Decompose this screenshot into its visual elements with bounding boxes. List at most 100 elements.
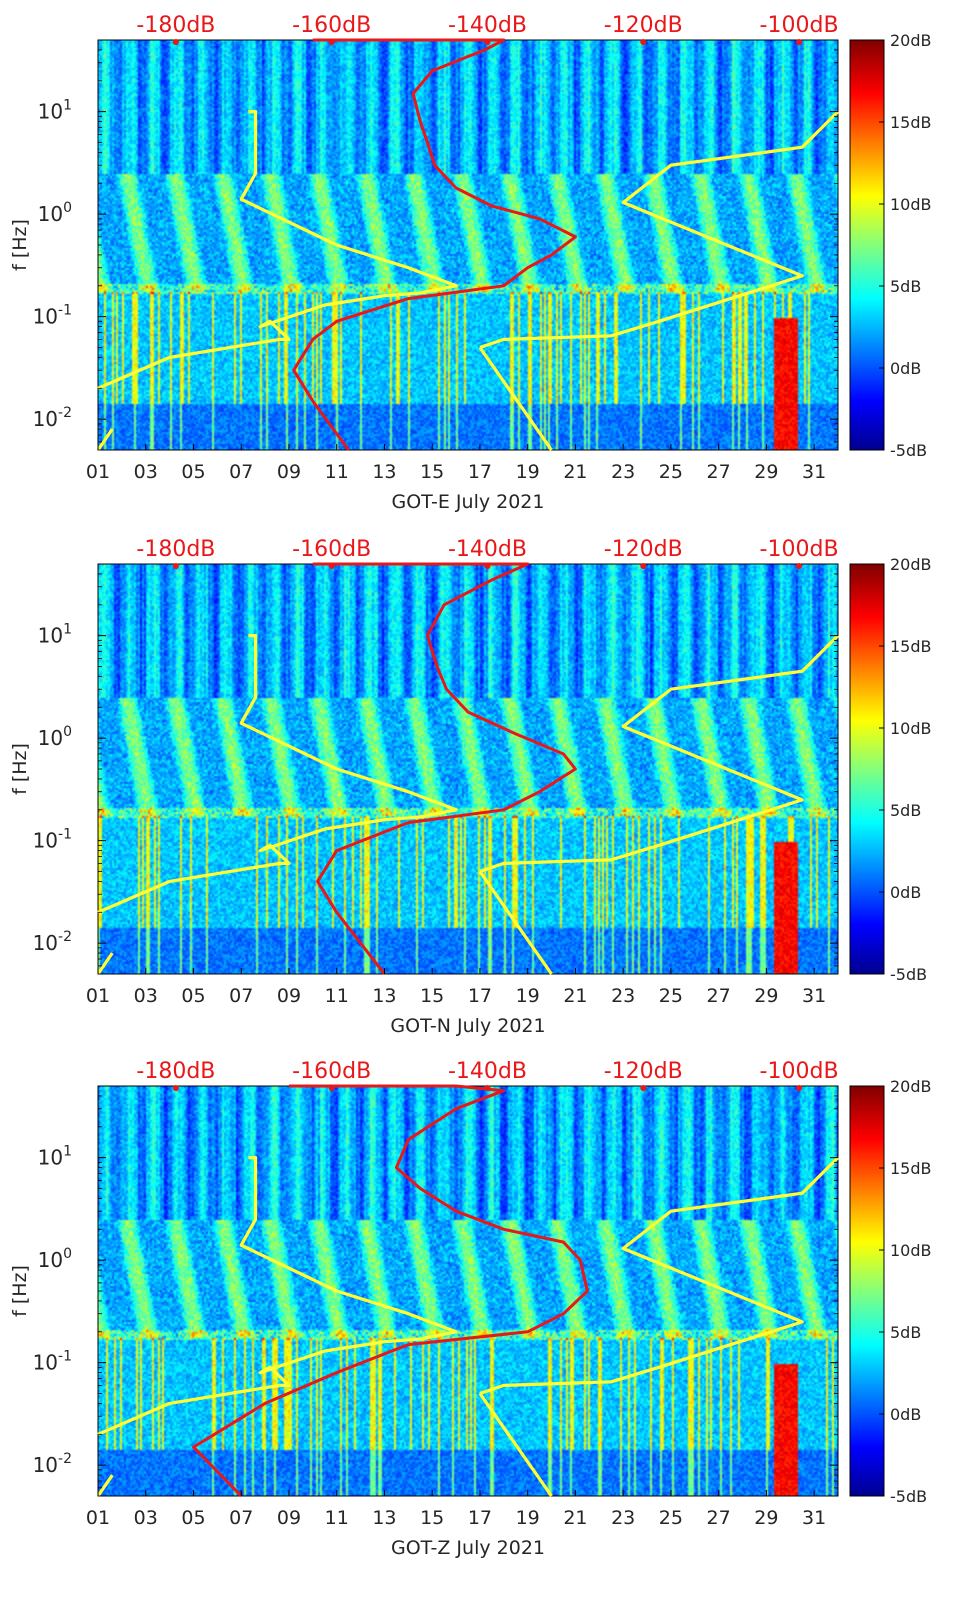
noise-model-curve-1 bbox=[96, 952, 114, 975]
x-tick-label: 29 bbox=[754, 1507, 778, 1529]
colorbar-tick-label: 15dB bbox=[890, 1159, 932, 1178]
noise-model-curve-1 bbox=[96, 1474, 114, 1497]
y-tick-label: 101 bbox=[38, 1144, 72, 1170]
colorbar-tick-label: 0dB bbox=[890, 1405, 921, 1424]
x-tick-label: 11 bbox=[325, 461, 349, 483]
x-tick-label: 19 bbox=[516, 461, 540, 483]
colorbar-tick-label: -5dB bbox=[890, 965, 927, 984]
x-tick-label: 21 bbox=[563, 1507, 587, 1529]
colorbar-tick-label: 5dB bbox=[890, 277, 921, 296]
colorbar-tick-label: 20dB bbox=[890, 555, 932, 574]
y-tick-label: 101 bbox=[38, 622, 72, 648]
top-db-label: -160dB bbox=[292, 13, 371, 38]
top-db-label: -120dB bbox=[604, 13, 683, 38]
x-tick-label: 21 bbox=[563, 461, 587, 483]
colorbar-tick-label: 20dB bbox=[890, 31, 932, 50]
y-tick-label: 10-2 bbox=[33, 405, 72, 431]
colorbar-tick-label: 15dB bbox=[890, 113, 932, 132]
x-tick-label: 11 bbox=[325, 985, 349, 1007]
x-tick-label: 07 bbox=[229, 1507, 253, 1529]
colorbar-tick-label: -5dB bbox=[890, 1487, 927, 1506]
x-tick-label: 19 bbox=[516, 1507, 540, 1529]
x-tick-label: 27 bbox=[707, 985, 731, 1007]
x-tick-label: 31 bbox=[802, 461, 826, 483]
x-tick-label: 11 bbox=[325, 1507, 349, 1529]
top-db-marker bbox=[640, 39, 647, 45]
top-db-marker bbox=[328, 563, 335, 569]
colorbar-tick-label: 10dB bbox=[890, 195, 932, 214]
top-db-marker bbox=[640, 1085, 647, 1091]
x-tick-label: 03 bbox=[134, 1507, 158, 1529]
x-tick-label: 13 bbox=[372, 1507, 396, 1529]
x-tick-label: 27 bbox=[707, 461, 731, 483]
x-tick-label: 23 bbox=[611, 461, 635, 483]
x-tick-label: 19 bbox=[516, 985, 540, 1007]
x-tick-label: 17 bbox=[468, 461, 492, 483]
y-tick-label: 10-1 bbox=[33, 1349, 72, 1375]
top-db-marker bbox=[328, 1085, 335, 1091]
y-tick-label: 10-2 bbox=[33, 1451, 72, 1477]
spectrum-curve bbox=[312, 562, 577, 975]
panel-1: 01 03 05 07 09 11 13 15 17 19 21 23 25 27 29 31 GOT-E Ju… bbox=[9, 13, 932, 513]
colorbar-tick-label: 10dB bbox=[890, 1241, 932, 1260]
top-db-label: -120dB bbox=[604, 537, 683, 562]
spectrogram-heatmap bbox=[98, 1086, 838, 1496]
colorbar-tick-label: 5dB bbox=[890, 801, 921, 820]
noise-model-curve-4 bbox=[479, 110, 840, 350]
top-db-label: -160dB bbox=[292, 1059, 371, 1084]
colorbar-tick-label: 5dB bbox=[890, 1323, 921, 1342]
y-tick-label: 100 bbox=[38, 200, 72, 226]
x-tick-label: 31 bbox=[802, 1507, 826, 1529]
x-tick-label: 03 bbox=[134, 985, 158, 1007]
y-axis-label: f [Hz] bbox=[9, 219, 31, 271]
panel-3: 01 03 05 07 09 11 13 15 17 19 21 23 25 27 29 31 GOT-Z Ju… bbox=[9, 1059, 932, 1559]
top-db-label: -140dB bbox=[448, 1059, 527, 1084]
x-tick-label: 15 bbox=[420, 985, 444, 1007]
x-tick-label: 05 bbox=[181, 985, 205, 1007]
noise-model-curve-4 bbox=[479, 634, 840, 874]
spectrum-curve bbox=[292, 38, 577, 451]
x-axis-label: GOT-E July 2021 bbox=[391, 491, 544, 513]
top-db-marker bbox=[328, 39, 335, 45]
noise-model-curve-2 bbox=[97, 1155, 458, 1436]
x-tick-label: 05 bbox=[181, 461, 205, 483]
x-tick-label: 23 bbox=[611, 985, 635, 1007]
colorbar-gradient bbox=[849, 39, 885, 451]
y-axis-label: f [Hz] bbox=[9, 743, 31, 795]
top-db-marker bbox=[172, 39, 179, 45]
x-tick-label: 01 bbox=[86, 461, 110, 483]
top-db-label: -140dB bbox=[448, 13, 527, 38]
top-db-marker bbox=[172, 563, 179, 569]
noise-model-curve-3 bbox=[478, 1392, 553, 1497]
top-db-marker bbox=[484, 1085, 491, 1091]
x-tick-label: 15 bbox=[420, 461, 444, 483]
colorbar-gradient bbox=[849, 563, 885, 975]
top-db-label: -160dB bbox=[292, 537, 371, 562]
colorbar-tick-label: 20dB bbox=[890, 1077, 932, 1096]
top-db-label: -100dB bbox=[760, 537, 839, 562]
x-tick-label: 25 bbox=[659, 985, 683, 1007]
x-tick-label: 29 bbox=[754, 985, 778, 1007]
x-tick-label: 25 bbox=[659, 1507, 683, 1529]
x-tick-label: 03 bbox=[134, 461, 158, 483]
colorbar-tick-label: 0dB bbox=[890, 359, 921, 378]
x-tick-label: 29 bbox=[754, 461, 778, 483]
colorbar: 20dB 15dB 10dB 5dB 0dB -5dB bbox=[849, 555, 932, 984]
top-db-marker bbox=[484, 563, 491, 569]
top-db-marker bbox=[484, 39, 491, 45]
x-tick-label: 13 bbox=[372, 985, 396, 1007]
y-tick-label: 10-1 bbox=[33, 827, 72, 853]
colorbar: 20dB 15dB 10dB 5dB 0dB -5dB bbox=[849, 1077, 932, 1506]
y-axis-label: f [Hz] bbox=[9, 1265, 31, 1317]
top-db-label: -180dB bbox=[136, 1059, 215, 1084]
x-tick-label: 21 bbox=[563, 985, 587, 1007]
panel-2: 01 03 05 07 09 11 13 15 17 19 21 23 25 27 29 31 GOT-N Ju… bbox=[9, 537, 932, 1037]
top-db-label: -120dB bbox=[604, 1059, 683, 1084]
x-tick-label: 23 bbox=[611, 1507, 635, 1529]
y-tick-label: 101 bbox=[38, 98, 72, 124]
top-db-label: -100dB bbox=[760, 13, 839, 38]
colorbar-gradient bbox=[849, 1085, 885, 1497]
x-tick-label: 01 bbox=[86, 985, 110, 1007]
